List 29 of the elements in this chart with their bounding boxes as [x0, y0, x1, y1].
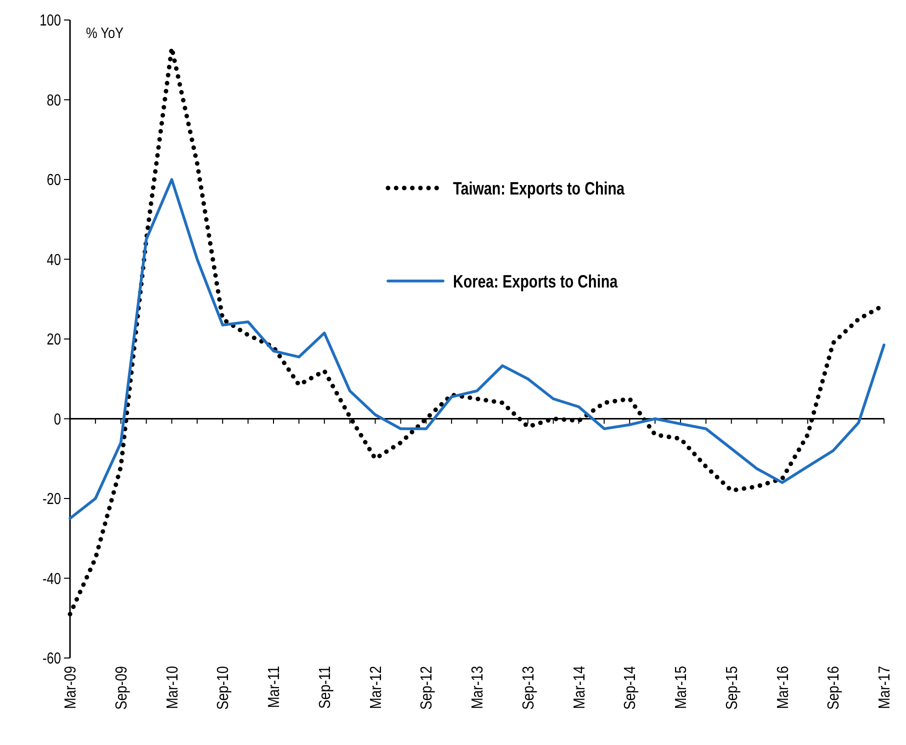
y-tick-label: 80 — [46, 92, 61, 110]
y-tick-label: -40 — [42, 570, 61, 588]
y-tick-label: 0 — [54, 411, 61, 429]
x-tick-label: Sep-09 — [114, 666, 131, 710]
x-tick-label: Mar-13 — [470, 666, 487, 710]
x-tick-label: Mar-17 — [876, 666, 894, 710]
x-tick-label: Mar-16 — [774, 666, 792, 710]
x-tick-label: Sep-15 — [724, 666, 742, 710]
x-tick-label: Mar-14 — [571, 666, 589, 710]
y-tick-label: 60 — [46, 172, 61, 190]
x-tick-label: Mar-11 — [266, 666, 284, 708]
x-tick-label: Sep-16 — [826, 666, 844, 710]
x-tick-label: Sep-11 — [317, 666, 334, 709]
y-axis-title: % YoY — [86, 24, 124, 42]
x-tick-label: Mar-09 — [62, 666, 80, 710]
x-tick-label: Mar-12 — [368, 666, 386, 710]
x-tick-label: Sep-14 — [622, 666, 640, 710]
legend-label: Taiwan: Exports to China — [453, 178, 626, 199]
y-tick-label: 40 — [46, 252, 61, 270]
x-tick-label: Mar-15 — [673, 666, 690, 710]
y-tick-label: -60 — [42, 650, 61, 668]
x-tick-label: Sep-10 — [215, 666, 233, 710]
y-tick-label: -20 — [42, 490, 61, 509]
legend-label: Korea: Exports to China — [453, 272, 618, 292]
x-tick-label: Sep-13 — [520, 666, 538, 710]
x-tick-label: Mar-10 — [164, 666, 182, 710]
y-tick-label: 100 — [40, 12, 61, 30]
x-tick-label: Sep-12 — [418, 666, 436, 710]
y-tick-label: 20 — [46, 331, 61, 350]
